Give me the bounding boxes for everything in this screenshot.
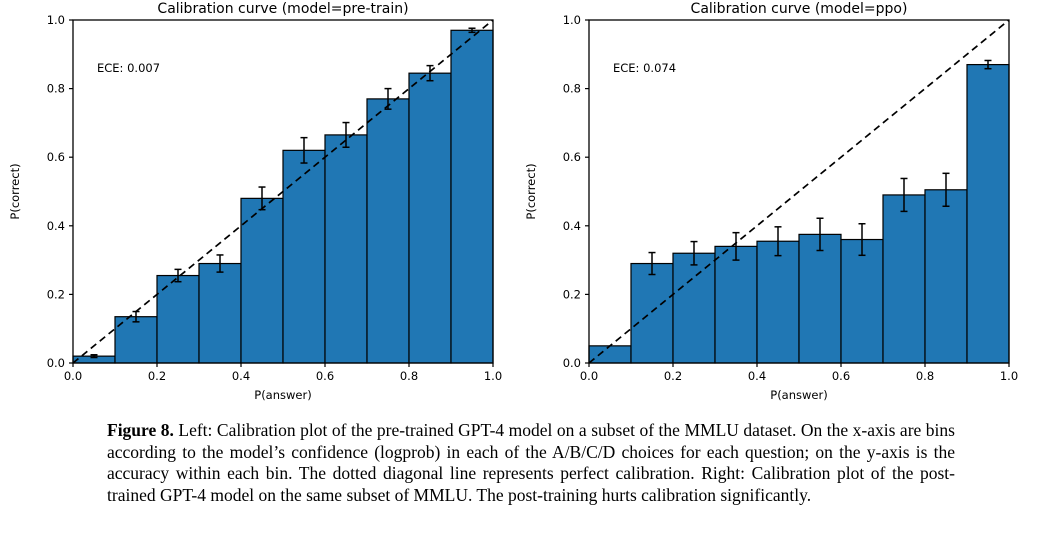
bar-bin-3 <box>714 245 758 364</box>
y-tick-label-4: 0.8 <box>47 82 65 96</box>
x-tick-label-1: 0.2 <box>148 369 166 383</box>
y-tick-label-2: 0.4 <box>47 219 65 233</box>
chart-title: Calibration curve (model=pre-train) <box>157 1 408 17</box>
y-tick-label-1: 0.2 <box>563 287 581 301</box>
bar-bin-7 <box>366 98 410 364</box>
bar-bin-4 <box>756 240 800 364</box>
y-tick-label-2: 0.4 <box>563 219 581 233</box>
diagonal-line <box>588 19 1010 364</box>
ece-annotation: ECE: 0.074 <box>613 61 676 75</box>
figure-caption-label: Figure 8. <box>107 420 174 440</box>
plot-frame <box>72 19 494 364</box>
bar-bin-9 <box>966 63 1010 364</box>
y-tick-label-5: 1.0 <box>563 13 581 27</box>
plot-frame <box>588 19 1010 364</box>
bar-bin-5 <box>282 149 326 364</box>
y-axis-label: P(correct) <box>524 163 538 219</box>
y-tick-label-0: 0.0 <box>563 356 581 370</box>
chart-title: Calibration curve (model=ppo) <box>691 1 908 17</box>
bar-bin-0 <box>588 345 632 364</box>
x-tick-label-2: 0.4 <box>232 369 250 383</box>
figure-caption: Figure 8. Left: Calibration plot of the … <box>107 420 955 506</box>
x-axis-label: P(answer) <box>254 388 311 402</box>
ece-annotation: ECE: 0.007 <box>97 61 160 75</box>
bar-bin-4 <box>240 197 284 364</box>
y-tick-label-5: 1.0 <box>47 13 65 27</box>
x-tick-label-0: 0.0 <box>64 369 82 383</box>
diagonal-line <box>72 19 494 364</box>
y-tick-label-1: 0.2 <box>47 287 65 301</box>
calibration-charts-figure: 0.0 0.2 0.4 0.6 0.8 1.0 0.0 0.2 0.4 0.6 0.8 1.0 P(an… <box>8 1 1018 402</box>
figure-caption-text: Left: Calibration plot of the pre-traine… <box>107 420 955 505</box>
bar-bin-5 <box>798 233 842 364</box>
bar-bin-6 <box>324 134 368 364</box>
bar-bin-3 <box>198 262 242 364</box>
y-tick-label-3: 0.6 <box>563 150 581 164</box>
bar-bin-2 <box>672 252 716 364</box>
bar-bin-8 <box>408 72 452 364</box>
bar-bin-9 <box>450 29 494 364</box>
bar-bin-8 <box>924 189 968 364</box>
bar-bin-7 <box>882 194 926 364</box>
x-tick-label-3: 0.6 <box>832 369 850 383</box>
x-tick-label-0: 0.0 <box>580 369 598 383</box>
x-tick-label-2: 0.4 <box>748 369 766 383</box>
calibration-chart-ppo: 0.0 0.2 0.4 0.6 0.8 1.0 0.0 0.2 0.4 0.6 0.8 1.0 P(an… <box>524 1 1018 402</box>
x-tick-label-4: 0.8 <box>916 369 934 383</box>
calibration-chart-pretrain: 0.0 0.2 0.4 0.6 0.8 1.0 0.0 0.2 0.4 0.6 0.8 1.0 P(an… <box>8 1 502 402</box>
bar-bin-6 <box>840 238 884 364</box>
y-tick-label-4: 0.8 <box>563 82 581 96</box>
x-tick-label-3: 0.6 <box>316 369 334 383</box>
x-axis-label: P(answer) <box>770 388 827 402</box>
x-tick-label-5: 1.0 <box>1000 369 1018 383</box>
x-tick-label-5: 1.0 <box>484 369 502 383</box>
x-tick-label-1: 0.2 <box>664 369 682 383</box>
x-tick-label-4: 0.8 <box>400 369 418 383</box>
y-tick-label-0: 0.0 <box>47 356 65 370</box>
bar-bin-1 <box>630 262 674 364</box>
y-axis-label: P(correct) <box>8 163 22 219</box>
y-tick-label-3: 0.6 <box>47 150 65 164</box>
